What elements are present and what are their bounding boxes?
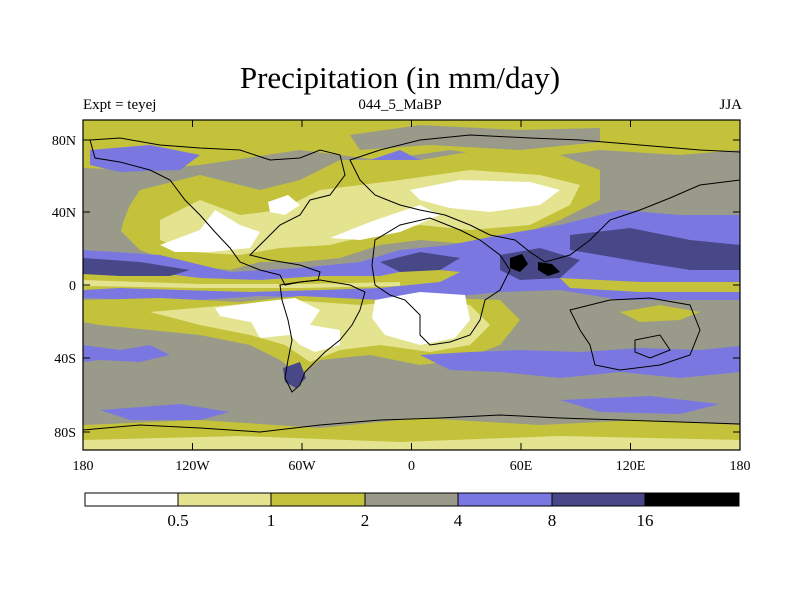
south-america-outline <box>279 279 366 393</box>
continent-outlines <box>83 134 740 433</box>
field-antarctic-blue-2 <box>560 396 720 414</box>
colorbar-swatch-4 <box>458 493 552 506</box>
lon-label-180w: 180 <box>73 459 94 474</box>
field-north-dry-4 <box>268 195 300 215</box>
colorbar-swatch-0 <box>85 493 178 506</box>
colorbar-label-2: 2 <box>361 511 370 530</box>
lon-label-180e: 180 <box>730 459 751 474</box>
africa-outline <box>371 217 511 346</box>
experiment-label: Expt = teyej <box>83 97 157 113</box>
colorbar-swatch-3 <box>365 493 458 506</box>
field-black-core-2 <box>538 262 560 276</box>
field-patagonia-dark <box>283 362 306 388</box>
new-zealand-outline <box>634 334 671 359</box>
colorbar-swatch-2 <box>271 493 365 506</box>
field-north-dry-3 <box>410 180 560 212</box>
lon-label-120e: 120E <box>616 459 646 474</box>
field-pacific-yellow-strip <box>560 278 740 292</box>
map-title: Precipitation (in mm/day) <box>239 60 561 95</box>
lon-label-0: 0 <box>408 459 415 474</box>
lon-label-60w: 60W <box>288 459 316 474</box>
field-arctic-grey <box>350 125 600 150</box>
field-north-dry-1 <box>160 210 260 252</box>
field-north-dry-2 <box>330 205 440 240</box>
lon-label-120w: 120W <box>175 459 210 474</box>
colorbar-label-1: 1 <box>267 511 276 530</box>
colorbar-frame <box>84 492 740 507</box>
lon-tick-marks <box>82 120 741 450</box>
lat-label-80n: 80N <box>52 134 76 149</box>
lat-label-40s: 40S <box>54 352 76 367</box>
field-npacific-grey <box>600 165 740 225</box>
lon-label-60e: 60E <box>510 459 533 474</box>
field-south-dry-andes <box>250 315 300 338</box>
age-label: 044_5_MaBP <box>358 97 442 113</box>
north-america-outline <box>89 137 346 286</box>
field-south-dry-africa <box>372 292 470 345</box>
colorbar-label-8: 8 <box>548 511 557 530</box>
lat-label-equator: 0 <box>69 279 76 294</box>
antarctica-outline <box>83 414 740 433</box>
precipitation-field <box>83 120 740 450</box>
australia-outline <box>569 297 701 371</box>
colorbar-swatch-5 <box>552 493 645 506</box>
field-dark-blue-west <box>83 258 190 276</box>
season-label: JJA <box>719 97 742 113</box>
field-antarctic-blue-1 <box>100 404 230 420</box>
lat-tick-marks <box>83 139 740 433</box>
colorbar <box>84 492 740 507</box>
field-dark-blue-atlantic <box>380 252 460 272</box>
field-black-core-1 <box>510 254 528 272</box>
eurasia-outline <box>349 134 740 263</box>
field-south-blue-1 <box>83 345 170 362</box>
field-arctic-blue <box>90 145 200 172</box>
field-west-grey <box>83 190 130 240</box>
field-itcz-light-strip <box>83 280 400 288</box>
colorbar-label-0.5: 0.5 <box>167 511 188 530</box>
field-dark-blue-pacific <box>570 228 740 270</box>
field-south-pacific-yellow <box>620 305 700 322</box>
lat-label-80s: 80S <box>54 426 76 441</box>
colorbar-swatch-1 <box>178 493 271 506</box>
lat-label-40n: 40N <box>52 206 76 221</box>
colorbar-label-4: 4 <box>454 511 463 530</box>
colorbar-label-16: 16 <box>637 511 654 530</box>
colorbar-swatch-6 <box>645 493 739 506</box>
